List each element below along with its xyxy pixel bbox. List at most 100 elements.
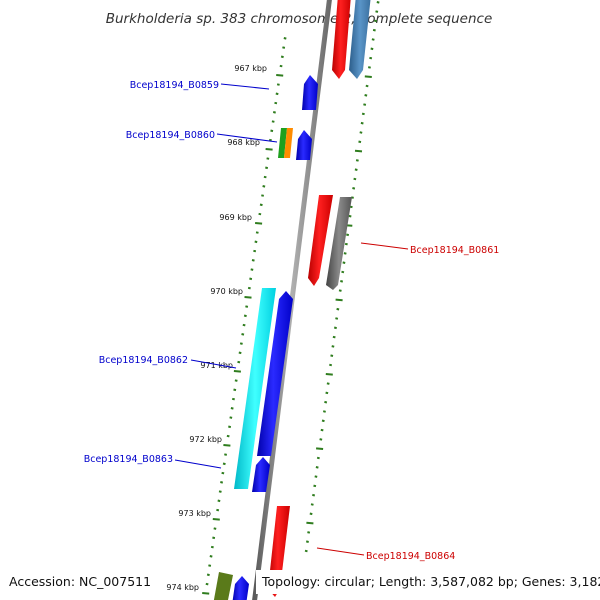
leader-b0862 xyxy=(190,359,237,369)
topology-text: Topology: circular; Length: 3,587,082 bp… xyxy=(261,574,600,589)
minor-tick xyxy=(305,540,309,543)
minor-tick xyxy=(220,481,224,484)
minor-tick xyxy=(222,462,226,466)
minor-tick xyxy=(279,64,283,68)
minor-tick xyxy=(312,493,316,497)
minor-tick xyxy=(253,249,257,253)
minor-tick xyxy=(266,157,270,160)
minor-tick xyxy=(205,582,209,586)
gene-b0861-grey[interactable] xyxy=(326,197,352,290)
gene-label-b0862[interactable]: Bcep18194_B0862 xyxy=(99,355,188,366)
accession-text: Accession: NC_007511 xyxy=(9,574,151,589)
minor-tick xyxy=(372,28,376,32)
gene-label-b0860[interactable]: Bcep18194_B0860 xyxy=(126,130,215,141)
minor-tick xyxy=(210,545,214,549)
minor-tick xyxy=(250,268,254,271)
minor-tick xyxy=(269,138,272,142)
major-tick xyxy=(354,149,363,153)
major-tick xyxy=(364,75,372,78)
gene-b0862-blue[interactable] xyxy=(257,291,293,456)
minor-tick xyxy=(304,549,308,553)
minor-tick xyxy=(322,410,326,413)
major-tick xyxy=(325,373,333,376)
minor-tick xyxy=(371,38,375,41)
leader-b0863 xyxy=(174,459,222,469)
minor-tick xyxy=(363,103,367,106)
leader-b0861 xyxy=(360,242,409,250)
minor-tick xyxy=(376,1,380,4)
minor-tick xyxy=(316,456,320,460)
major-tick xyxy=(306,521,314,525)
topology-backdrop xyxy=(256,570,600,594)
minor-tick xyxy=(216,508,220,512)
major-tick xyxy=(276,74,284,77)
minor-tick xyxy=(275,92,279,96)
minor-tick xyxy=(251,259,255,262)
gene-b0862-cyan[interactable] xyxy=(234,288,276,489)
minor-tick xyxy=(229,416,233,419)
gene-blue-bottom[interactable] xyxy=(232,576,249,600)
minor-tick xyxy=(329,363,333,367)
minor-tick xyxy=(374,19,378,23)
minor-tick xyxy=(375,10,379,13)
minor-tick xyxy=(335,317,339,320)
minor-tick xyxy=(231,397,235,401)
minor-tick xyxy=(331,345,335,348)
kbp-label-969: 969 kbp xyxy=(219,213,252,222)
minor-tick xyxy=(213,527,217,530)
gene-steelblue-top[interactable] xyxy=(349,0,371,79)
minor-tick xyxy=(314,475,318,478)
gene-b0860-blue[interactable] xyxy=(296,130,312,160)
minor-tick xyxy=(346,233,350,237)
gene-label-b0859[interactable]: Bcep18194_B0859 xyxy=(130,80,219,91)
minor-tick xyxy=(352,187,356,190)
leader-b0864 xyxy=(316,547,365,556)
minor-tick xyxy=(307,531,311,534)
gene-olive-bottom[interactable] xyxy=(213,572,233,600)
minor-tick xyxy=(310,503,314,506)
gene-b0860-orange[interactable] xyxy=(284,128,293,158)
minor-tick xyxy=(321,419,325,423)
minor-tick xyxy=(228,425,232,429)
kbp-label-972: 972 kbp xyxy=(189,435,222,444)
minor-tick xyxy=(265,166,269,170)
minor-tick xyxy=(309,512,313,516)
kbp-scale: 967 kbp 968 kbp 969 kbp 970 kbp 971 kbp … xyxy=(166,64,267,592)
minor-tick xyxy=(254,240,258,244)
minor-tick xyxy=(353,177,357,181)
minor-tick xyxy=(249,277,253,281)
leader-b0860 xyxy=(216,133,278,143)
gene-label-b0861[interactable]: Bcep18194_B0861 xyxy=(410,245,499,256)
gene-label-b0864[interactable]: Bcep18194_B0864 xyxy=(366,551,455,562)
gene-b0859-blue[interactable] xyxy=(302,75,318,110)
minor-tick xyxy=(325,391,329,395)
minor-tick xyxy=(259,203,263,207)
accession-backdrop xyxy=(0,570,150,594)
minor-tick xyxy=(342,261,346,264)
minor-tick xyxy=(271,120,275,123)
minor-tick xyxy=(359,131,363,134)
minor-tick xyxy=(234,379,238,382)
gene-b0863-blue[interactable] xyxy=(252,457,270,492)
minor-tick xyxy=(209,555,213,558)
minor-tick xyxy=(358,140,362,144)
gene-red-top[interactable] xyxy=(332,0,351,79)
minor-tick xyxy=(332,335,336,339)
gene-label-leaders xyxy=(174,83,409,556)
minor-tick xyxy=(258,212,262,216)
minor-tick xyxy=(261,194,264,197)
minor-tick xyxy=(326,382,330,385)
minor-tick xyxy=(348,214,352,218)
kbp-label-967: 967 kbp xyxy=(234,64,267,73)
minor-tick xyxy=(369,56,373,60)
major-tick xyxy=(335,298,343,302)
right-tick-track xyxy=(304,1,380,553)
gene-b0861-red[interactable] xyxy=(308,195,333,286)
major-tick xyxy=(223,444,231,447)
minor-tick xyxy=(355,159,359,162)
gene-label-b0863[interactable]: Bcep18194_B0863 xyxy=(84,454,173,465)
major-tick xyxy=(212,518,220,521)
minor-tick xyxy=(360,121,364,125)
minor-tick xyxy=(263,175,267,179)
minor-tick xyxy=(208,564,212,567)
